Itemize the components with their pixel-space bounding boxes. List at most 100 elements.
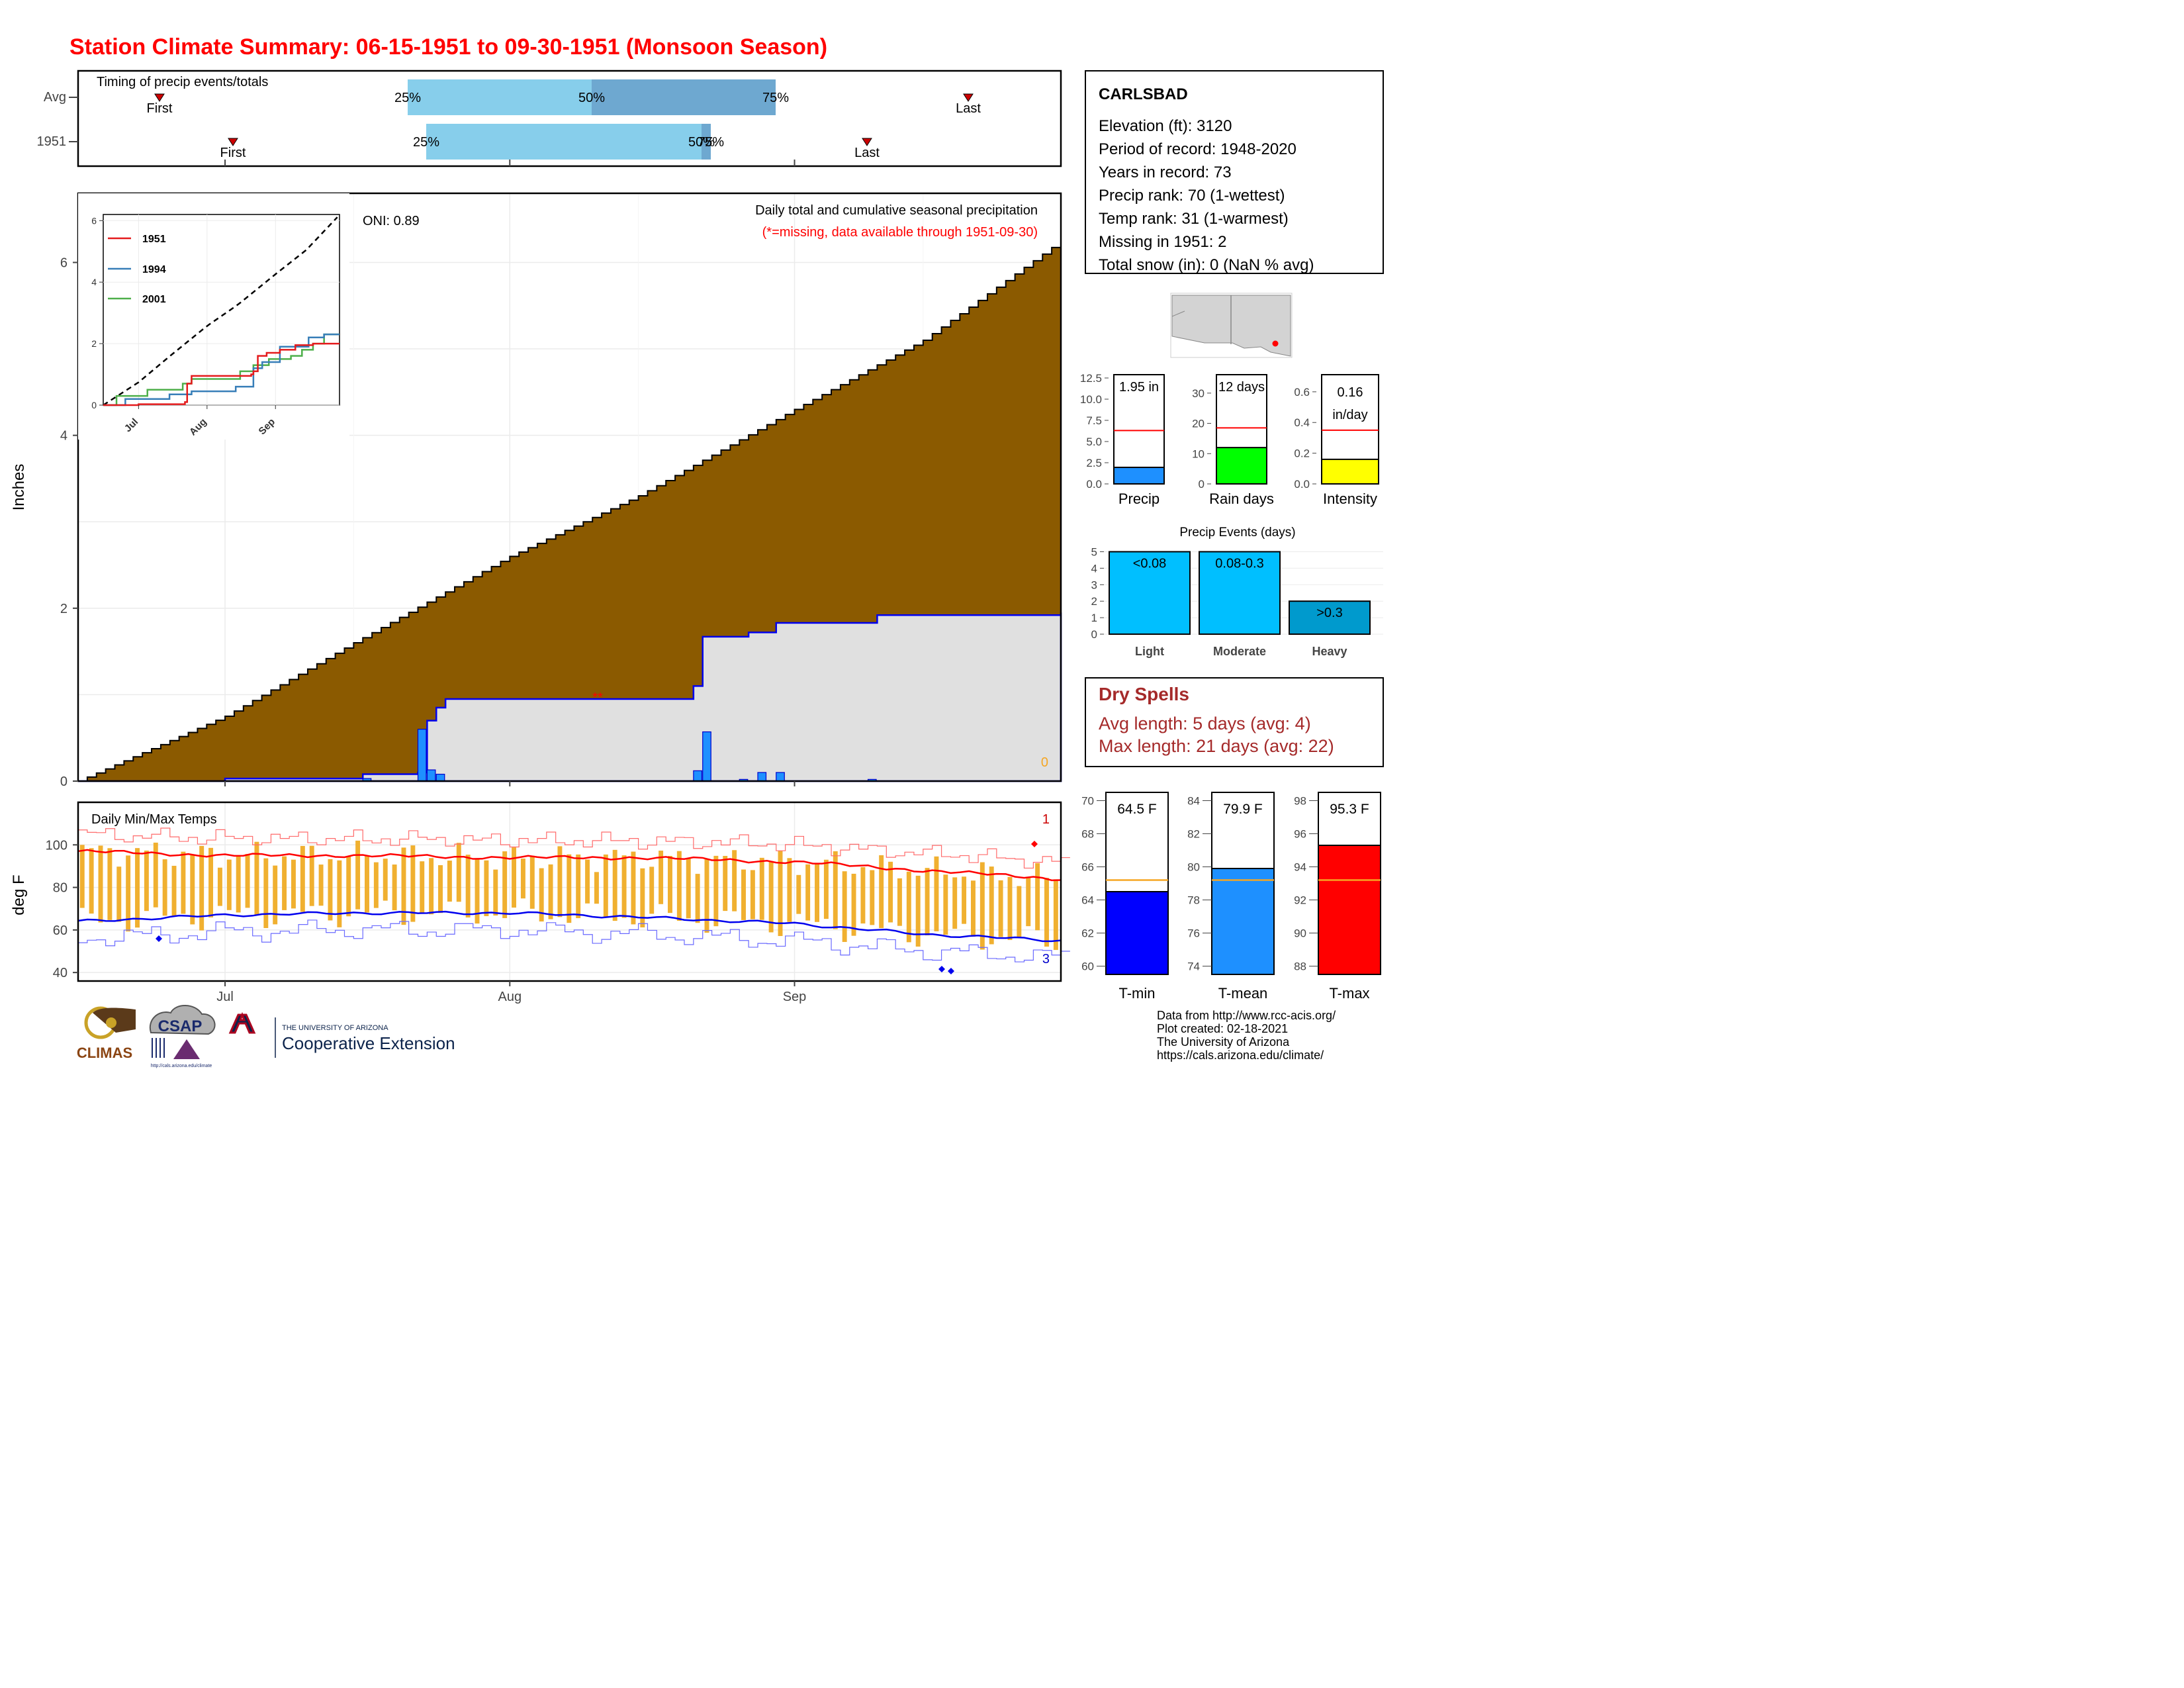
temp-range-bar — [686, 858, 691, 919]
temp-range-bar — [787, 858, 792, 922]
tmin-bar: 64.5 F 60 62 64 66 68 70 T-min — [1081, 792, 1169, 1002]
daily-precip-bar — [776, 772, 785, 782]
temp-range-bar — [870, 870, 875, 925]
temp-range-bar — [713, 855, 719, 927]
mini-bar-ytick: 2.5 — [1086, 457, 1102, 469]
page-title: Station Climate Summary: 06-15-1951 to 0… — [69, 34, 827, 60]
yr-p25-label: 25% — [413, 135, 439, 150]
inset-avg-line — [103, 216, 338, 406]
temp-range-bar — [456, 843, 461, 902]
temp-range-bar — [309, 845, 314, 906]
temp-stat-bars: 64.5 F 60 62 64 66 68 70 T-min 79.9 F 74 76 78 8… — [1081, 792, 1381, 1002]
daily-precip-bar — [693, 770, 702, 782]
temp-range-bar — [925, 868, 930, 935]
station-location-dot — [1272, 340, 1279, 347]
temp-range-bar — [529, 855, 535, 909]
event-ytick: 1 — [1091, 612, 1097, 624]
precip-y-axis: 0 2 4 6 — [60, 256, 78, 789]
temp-range-bar — [823, 859, 829, 919]
tmean-bar: 79.9 F 74 76 78 80 82 84 T-mean — [1187, 792, 1275, 1002]
cold-count: 3 — [1042, 952, 1050, 966]
temp-bar-ytick: 76 — [1187, 927, 1200, 940]
temp-range-bar — [1044, 878, 1049, 947]
ua-logo: THE UNIVERSITY OF ARIZONA Cooperative Ex… — [228, 1011, 455, 1058]
temp-frame — [77, 801, 1062, 982]
avg-min-line — [77, 910, 1062, 943]
precip-panel: ** Daily total and cumulative seasonal p… — [10, 192, 1062, 789]
temp-range-bar — [962, 876, 967, 924]
daily-precip-bar — [426, 769, 436, 782]
avg-max-line — [77, 849, 1062, 882]
temp-range-bar — [153, 842, 158, 908]
temp-range-bar — [254, 841, 259, 915]
temp-range-bar — [952, 877, 958, 929]
inset-frame — [103, 214, 340, 406]
event-bar — [1289, 600, 1371, 635]
mini-bar-ytick: 0 — [1199, 478, 1205, 491]
legend-2001: 2001 — [142, 294, 166, 305]
temp-range-bar — [190, 854, 195, 925]
temp-range-bar — [392, 864, 397, 911]
temp-range-bar — [741, 869, 746, 920]
daily-precip-bar — [757, 772, 767, 782]
station-info: CARLSBAD Elevation (ft): 3120 Period of … — [1085, 70, 1384, 274]
dry-spells-title: Dry Spells — [1099, 684, 1189, 704]
temp-range-bar — [915, 875, 921, 947]
temp-range-bar — [1017, 886, 1022, 937]
mini-bar-ytick: 20 — [1192, 418, 1205, 430]
station-name: CARLSBAD — [1099, 85, 1188, 103]
station-line: Temp rank: 31 (1-warmest) — [1099, 210, 1289, 228]
temp-range-bar — [585, 859, 590, 904]
temp-range-bar — [365, 855, 369, 913]
station-line: Years in record: 73 — [1099, 164, 1232, 181]
temp-range-bar — [759, 857, 764, 920]
station-line: Precip rank: 70 (1-wettest) — [1099, 187, 1285, 205]
precip-total-label: Precip — [1118, 491, 1160, 507]
daily-precip-bar — [417, 729, 427, 782]
mini-bar-ytick: 0.4 — [1294, 416, 1310, 429]
footer-line: https://cals.arizona.edu/climate/ — [1157, 1049, 1324, 1062]
rain-days-value: 12 days — [1218, 380, 1265, 395]
temp-range-bar — [337, 860, 342, 927]
record-min-line — [78, 919, 1070, 962]
temp-range-bar — [750, 870, 755, 919]
mini-bar-ytick: 5.0 — [1086, 436, 1102, 448]
missing-marker: ** — [592, 690, 603, 705]
avg-first-label: First — [147, 101, 173, 116]
temp-range-bar — [144, 850, 149, 912]
precip-count: 0 — [1041, 755, 1048, 770]
temp-bar-ytick: 78 — [1187, 894, 1200, 907]
avg-p25-p50-box — [408, 79, 592, 115]
temp-range-bar — [208, 847, 214, 917]
mini-bar-ytick: 0.0 — [1294, 478, 1310, 491]
record-max-line — [78, 827, 1070, 869]
temp-range-bar — [934, 856, 939, 931]
inset-ytick: 2 — [91, 338, 97, 349]
temp-range-bar — [273, 865, 278, 925]
inset-ytick: 4 — [91, 277, 97, 287]
intensity-value: 0.16 — [1338, 385, 1363, 400]
temp-range-bar — [695, 874, 700, 923]
temp-range-bar — [979, 862, 985, 950]
temp-range-bar — [373, 862, 379, 908]
temp-range-bar — [704, 859, 709, 933]
temp-ytick: 80 — [53, 881, 68, 896]
avg-last-marker — [963, 93, 974, 102]
temp-range-bar — [410, 845, 416, 922]
temp-range-bar — [851, 873, 856, 936]
temp-range-bar — [621, 855, 627, 918]
temp-range-bar — [383, 859, 388, 901]
inset-1994-line — [103, 333, 340, 406]
temp-bar-ytick: 98 — [1294, 795, 1306, 808]
legend-1994: 1994 — [142, 264, 166, 275]
daily-precip-bar — [702, 731, 711, 782]
temp-range-bar — [116, 867, 122, 922]
temp-range-bar — [135, 848, 140, 928]
mini-bar-ytick: 0.2 — [1294, 447, 1310, 460]
temp-range-bar — [263, 858, 269, 928]
station-line: Elevation (ft): 3120 — [1099, 117, 1232, 135]
footer-line: Data from http://www.rcc-acis.org/ — [1157, 1009, 1336, 1022]
event-ytick: 4 — [1091, 562, 1097, 575]
temp-y-axis: 40 60 80 100 — [46, 838, 78, 980]
temp-range-bar — [906, 871, 911, 943]
